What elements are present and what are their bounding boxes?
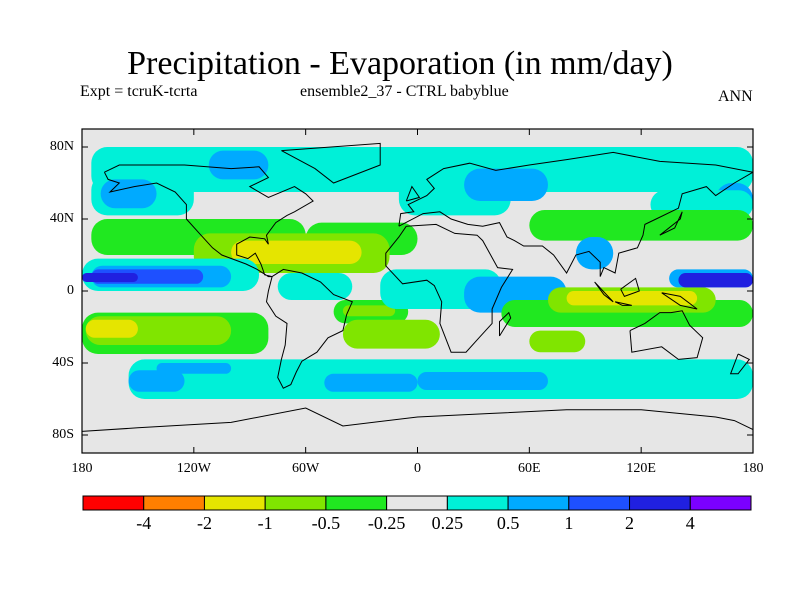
coastlines [82, 142, 753, 432]
coastline [405, 185, 421, 202]
colorbar-tick-label: 0.25 [431, 513, 464, 533]
colorbar-tick-label: -1 [257, 513, 273, 533]
contour-region [85, 319, 138, 338]
colorbar-tick-label: 2 [625, 513, 635, 533]
y-tick-label: 80S [52, 427, 74, 442]
contour-region [464, 168, 548, 201]
season-label: ANN [718, 88, 753, 105]
coastline [499, 311, 512, 337]
coastline [620, 277, 640, 298]
contour-region [342, 319, 440, 349]
colorbar-swatch [568, 495, 631, 511]
contour-region [417, 372, 548, 390]
contour-region [231, 240, 362, 264]
colorbar-tick-label: 1 [564, 513, 574, 533]
contour-region [342, 305, 396, 317]
y-tick-label: 40N [49, 211, 74, 226]
x-tick-label: 60E [518, 461, 541, 476]
ensemble-label: ensemble2_37 - CTRL babyblue [300, 83, 509, 100]
contour-region [208, 150, 269, 180]
contour-region [100, 179, 157, 209]
colorbar [82, 495, 752, 511]
colorbar-swatch [386, 495, 448, 511]
coastline [614, 301, 632, 306]
plot-title: Precipitation - Evaporation (in mm/day) [127, 45, 673, 82]
coastline [661, 292, 698, 310]
colorbar-tick-label: 0.5 [496, 513, 520, 533]
colorbar-tick-label: -4 [136, 513, 152, 533]
colorbar-tick-label: -0.5 [311, 513, 341, 533]
y-tick-label: 80N [49, 139, 74, 154]
experiment-label: Expt = tcruK-tcrta [80, 83, 198, 100]
x-tick-label: 0 [414, 461, 421, 476]
contour-region [454, 233, 511, 255]
contour-region [324, 373, 418, 392]
coastline [729, 353, 751, 375]
coastline [659, 211, 683, 236]
colorbar-tick-label: -0.25 [367, 513, 406, 533]
colorbar-tick-label: 4 [685, 513, 695, 533]
coastline [629, 310, 704, 360]
colorbar-swatch [629, 495, 691, 511]
colorbar-swatch [507, 495, 570, 511]
contour-region [529, 210, 753, 241]
colorbar-tick-label: -2 [196, 513, 212, 533]
contour-region [277, 273, 353, 300]
x-tick-label: 180 [742, 461, 764, 476]
coastline [103, 164, 314, 278]
coastline [594, 281, 614, 303]
coastline [398, 151, 753, 277]
contour-field [82, 129, 753, 453]
colorbar-swatch [325, 495, 388, 511]
contour-region [128, 370, 185, 392]
contour-region [82, 273, 138, 282]
colorbar-swatch [203, 495, 266, 511]
contour-region [529, 330, 586, 353]
colorbar-swatch [82, 495, 145, 511]
axis-ticks [81, 129, 754, 453]
x-tick-label: 120E [626, 461, 656, 476]
coastline [265, 268, 353, 389]
coastline [385, 223, 514, 353]
x-tick-label: 180 [71, 461, 93, 476]
contour-region [678, 273, 753, 288]
coastline [281, 142, 381, 184]
coastline [82, 407, 753, 432]
y-tick-label: 40S [52, 355, 74, 370]
colorbar-swatch [689, 495, 752, 511]
colorbar-swatch [264, 495, 327, 511]
contour-region [575, 237, 614, 270]
contour-region [156, 363, 232, 374]
x-tick-label: 120W [176, 461, 211, 476]
x-tick-label: 60W [292, 461, 320, 476]
y-tick-label: 0 [67, 283, 74, 298]
colorbar-swatch [143, 495, 205, 511]
colorbar-swatch [446, 495, 509, 511]
